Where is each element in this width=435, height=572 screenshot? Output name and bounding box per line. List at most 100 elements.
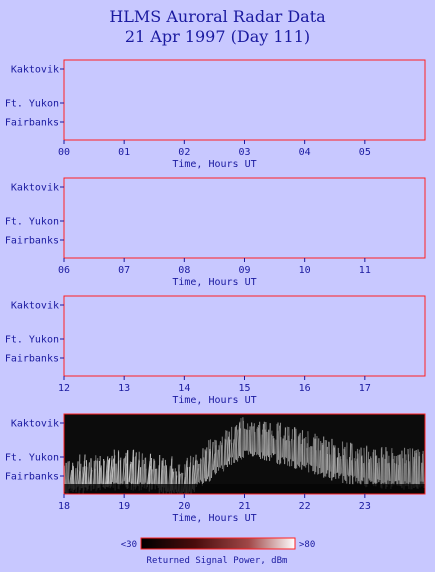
echo-streak [348,457,351,477]
echo-streak [351,443,354,485]
echo-streak [203,457,205,479]
echo-streak [265,421,268,461]
panel-1: Kaktovik Ft. Yukon Fairbanks 00 01 02 03 04 05 Ti… [5,59,426,170]
y-tick-label: Ft. Yukon [5,335,59,346]
echo-streak [316,435,319,475]
echo-streak [210,441,214,479]
echo-streak [340,459,343,474]
x-tick-label: 15 [238,383,250,394]
y-tick-label: Fairbanks [5,236,59,247]
y-tick-label: Fairbanks [5,354,59,365]
echo-streak [242,417,245,458]
colorbar-min-label: <30 [121,540,137,550]
echo-streak [376,462,379,480]
y-tick-label: Fairbanks [5,118,59,129]
x-tick-label: 23 [359,501,371,512]
echo-streak [300,443,302,462]
x-tick-label: 03 [238,147,250,158]
echo-streak [288,426,291,467]
y-tick-label: Kaktovik [11,183,59,194]
echo-streak [122,458,125,485]
echo-streak [200,458,202,482]
echo-streak [218,445,220,468]
echo-streak [235,426,238,461]
y-tick-label: Ft. Yukon [5,217,59,228]
colorbar-gradient [140,537,296,550]
echo-streak [363,447,366,486]
echo-streak [398,454,401,486]
echo-streak [408,461,411,483]
echo-streak [312,437,315,472]
echo-streak [100,465,103,485]
y-tick-label: Kaktovik [11,301,59,312]
x-tick-label: 05 [359,147,371,158]
echo-streak [409,448,412,490]
echo-streak [126,451,129,489]
x-tick-label: 13 [118,383,130,394]
echo-streak [344,446,347,481]
echo-streak [109,455,113,489]
echo-streak [142,463,146,485]
echo-streak [422,450,425,488]
x-tick-label: 16 [299,383,311,394]
y-tick-label: Ft. Yukon [5,453,59,464]
colorbar-caption: Returned Signal Power, dBm [147,556,288,566]
echo-streak [216,449,219,468]
x-tick-label: 09 [238,265,250,276]
echo-streak [145,457,147,489]
echo-streak [105,459,110,487]
panel-4: Kaktovik Ft. Yukon Fairbanks 18 19 20 21 22 23 Ti… [5,413,426,524]
echo-streak [99,467,102,484]
x-tick-label: 17 [359,383,371,394]
y-tick-label: Kaktovik [11,65,59,76]
echo-streak [361,455,364,482]
echo-streak [273,438,276,455]
panel-3: Kaktovik Ft. Yukon Fairbanks 12 13 14 15 16 17 Ti… [5,295,426,406]
echo-streak [399,454,402,487]
echo-streak [343,448,346,480]
echo-streak [338,452,341,476]
echo-streak [258,424,261,458]
echo-streak [244,428,247,451]
echo-streak [239,423,242,458]
echo-streak [264,429,267,457]
x-axis-label: Time, Hours UT [172,159,256,170]
echo-streak [332,445,335,478]
echo-streak [111,466,114,483]
x-tick-label: 08 [178,265,190,276]
panel-2: Kaktovik Ft. Yukon Fairbanks 06 07 08 09 10 11 Ti… [5,177,426,288]
echo-streak [279,425,282,464]
x-tick-label: 21 [238,501,250,512]
panel-frame [63,295,426,377]
echo-streak [280,436,283,458]
echo-streak [259,421,262,460]
echo-streak [388,462,391,481]
echo-streak [133,457,135,487]
echo-streak [325,440,328,477]
x-axis-label: Time, Hours UT [172,277,256,288]
echo-streak [117,450,120,490]
chart-title-line1: HLMS Auroral Radar Data [109,7,326,26]
x-tick-label: 06 [58,265,70,276]
echo-streak [231,439,235,458]
echo-streak [295,428,298,469]
echo-streak [107,458,111,488]
echo-streak [156,468,158,486]
x-tick-label: 22 [299,501,311,512]
echo-streak [299,432,301,468]
x-tick-label: 10 [299,265,311,276]
y-tick-label: Fairbanks [5,472,59,483]
echo-streak [405,460,408,483]
echo-streak [262,429,265,456]
echo-streak [407,449,410,489]
x-tick-label: 07 [118,265,130,276]
echo-streak [256,428,259,455]
echo-streak [272,435,275,456]
echo-streak [328,441,331,478]
x-tick-label: 20 [178,501,190,512]
colorbar: <30 >80 Returned Signal Power, dBm [121,537,315,566]
x-tick-label: 19 [118,501,130,512]
x-tick-label: 02 [178,147,190,158]
echo-streak [391,452,394,487]
